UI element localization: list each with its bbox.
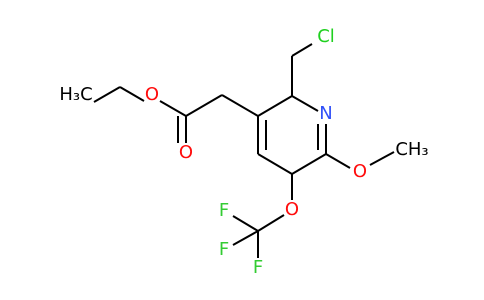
bond (257, 214, 285, 232)
bond (232, 230, 259, 246)
bonds (93, 43, 395, 258)
atom-label: Cl (317, 26, 335, 47)
atom-label: F (219, 200, 229, 221)
bond (369, 151, 395, 166)
atom-label: F (253, 257, 263, 278)
atom-label: O (285, 199, 299, 220)
bond (159, 100, 187, 117)
bond (325, 153, 351, 169)
atom-label: O (145, 84, 159, 105)
bond (93, 86, 121, 103)
bond (185, 94, 223, 117)
atom-label: N (319, 103, 332, 124)
atom-label: F (219, 239, 229, 260)
bond (291, 43, 313, 57)
atom-label: O (179, 142, 193, 163)
bond (257, 153, 293, 175)
atom-label: O (353, 161, 367, 182)
atom-label: CH₃ (395, 139, 428, 160)
bond (221, 94, 259, 117)
bond (291, 95, 319, 112)
bond (232, 215, 259, 232)
bond (119, 86, 145, 102)
atom-label: H₃C (59, 84, 92, 105)
bond (257, 95, 293, 117)
bond (291, 153, 327, 175)
